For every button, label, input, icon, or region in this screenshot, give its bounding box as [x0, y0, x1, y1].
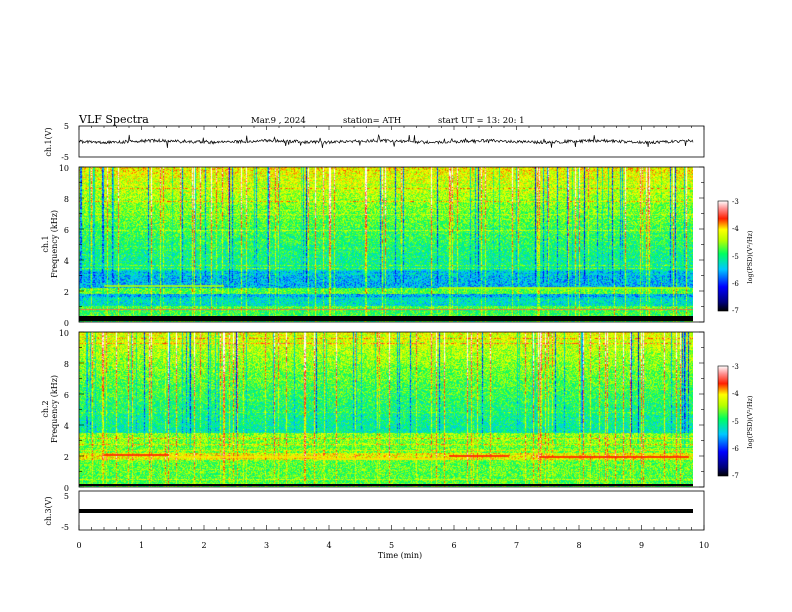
ch3-wave-ytick-top: 5 [64, 492, 69, 501]
date-label: Mar.9 , 2024 [251, 116, 306, 126]
ch1-colorbar-tick-m6: -6 [732, 280, 739, 288]
ch2-freq-ytick-8: 8 [64, 360, 69, 369]
ch3-wave-ylabel: ch.3(V) [44, 496, 53, 525]
ch3-wave-ytick-bottom: -5 [61, 523, 69, 532]
xtick-7: 7 [514, 541, 519, 550]
ch2-freq-ytick-6: 6 [64, 391, 69, 400]
xtick-0: 0 [76, 541, 81, 550]
ch2-freq-ytick-2: 2 [64, 453, 69, 462]
ch3-waveform-line [79, 509, 693, 513]
xtick-5: 5 [389, 541, 394, 550]
ch1-colorbar-tick-m4: -4 [732, 225, 739, 233]
ch2-colorbar-tick-m5: -5 [732, 418, 739, 426]
ch1-spectrogram-image [79, 167, 693, 322]
ch1-colorbar-tick-m5: -5 [732, 253, 739, 261]
xtick-1: 1 [139, 541, 144, 550]
ch1-colorbar-tick-m7: -7 [732, 307, 739, 315]
xtick-8: 8 [576, 541, 581, 550]
ch1-freq-ytick-2: 2 [64, 288, 69, 297]
ch2-spectrogram-image [79, 332, 693, 487]
xtick-10: 10 [699, 541, 709, 550]
figure-title: VLF Spectra [78, 113, 149, 126]
ch2-spectrogram-panel: 0 2 4 6 8 10 ch.2 Frequency (kHz) [41, 329, 705, 493]
ch1-colorbar-gradient [717, 200, 729, 312]
xtick-4: 4 [326, 541, 331, 550]
xtick-6: 6 [451, 541, 456, 550]
ch2-spectrogram-black-band [79, 484, 693, 486]
ch1-freq-ylabel: Frequency (kHz) [50, 210, 59, 278]
ch2-colorbar-tick-m7: -7 [732, 472, 739, 480]
xtick-2: 2 [201, 541, 206, 550]
start-time-label: start UT = 13: 20: 1 [438, 116, 525, 126]
ch1-freq-ytick-10: 10 [59, 164, 69, 173]
ch1-colorbar: -3 -4 -5 -6 -7 log(PSD)(V²/Hz) [717, 198, 754, 315]
ch3-waveform-panel: 5 -5 ch.3(V) 0 1 2 3 4 5 6 7 8 9 10 Time… [44, 126, 709, 560]
ch1-wave-ylabel: ch.1(V) [44, 127, 53, 156]
ch1-wave-ytick-bottom: -5 [61, 153, 69, 162]
ch2-colorbar-tick-m4: -4 [732, 390, 739, 398]
ch1-colorbar-label: log(PSD)(V²/Hz) [746, 230, 754, 283]
ch1-spectrogram-black-band [79, 316, 693, 321]
time-axis-label: Time (min) [378, 551, 422, 560]
ch2-freq-ytick-4: 4 [64, 422, 69, 431]
ch1-spectrogram-panel: 0 2 4 6 8 10 ch.1 Frequency (kHz) [41, 164, 705, 328]
ch2-freq-ticks [79, 331, 704, 488]
ch2-colorbar-label: log(PSD)(V²/Hz) [746, 395, 754, 448]
xtick-9: 9 [639, 541, 644, 550]
ch2-colorbar: -3 -4 -5 -6 -7 log(PSD)(V²/Hz) [717, 363, 754, 480]
ch1-freq-ytick-0: 0 [64, 319, 69, 328]
time-axis-ticks [78, 126, 705, 530]
ch2-freq-ytick-10: 10 [59, 329, 69, 338]
ch1-colorbar-tick-m3: -3 [732, 198, 739, 206]
ch1-freq-ytick-6: 6 [64, 226, 69, 235]
ch1-wave-ytick-top: 5 [64, 122, 69, 131]
ch1-waveform-panel: 5 -5 ch.1(V) [44, 122, 705, 162]
ch2-colorbar-gradient [717, 365, 729, 477]
ch2-colorbar-tick-m3: -3 [732, 363, 739, 371]
xtick-3: 3 [264, 541, 269, 550]
ch2-freq-ylabel: Frequency (kHz) [50, 375, 59, 443]
ch2-freq-ytick-0: 0 [64, 484, 69, 493]
ch1-channel-label: ch.1 [41, 235, 50, 252]
ch1-freq-ticks [79, 166, 704, 323]
ch1-waveform-line [78, 133, 694, 148]
ch2-colorbar-tick-m6: -6 [732, 445, 739, 453]
ch1-freq-ytick-4: 4 [64, 257, 69, 266]
station-label: station= ATH [343, 116, 401, 126]
ch2-channel-label: ch.2 [41, 400, 50, 417]
ch1-freq-ytick-8: 8 [64, 195, 69, 204]
